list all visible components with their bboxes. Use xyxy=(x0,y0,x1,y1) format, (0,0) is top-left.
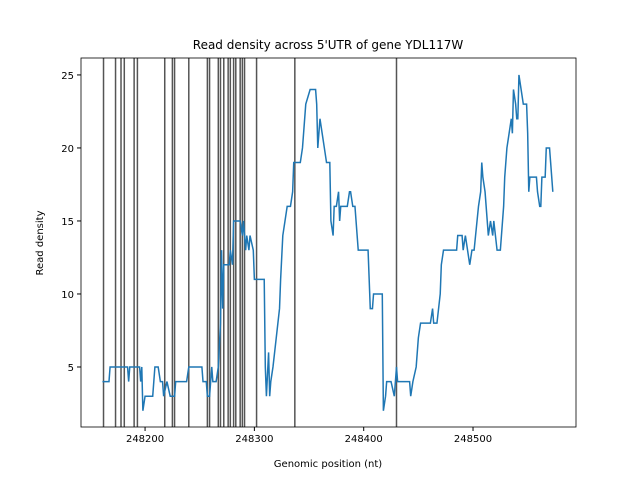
x-tick-label: 248300 xyxy=(235,434,273,445)
x-tick-label: 248500 xyxy=(454,434,492,445)
chart-title: Read density across 5'UTR of gene YDL117… xyxy=(193,38,464,52)
y-axis-label: Read density xyxy=(35,210,46,275)
x-tick-label: 248200 xyxy=(126,434,164,445)
x-tick-label: 248400 xyxy=(345,434,383,445)
y-tick-label: 5 xyxy=(68,363,74,374)
y-tick-label: 15 xyxy=(61,217,74,228)
x-axis-label: Genomic position (nt) xyxy=(274,459,383,470)
y-tick-label: 10 xyxy=(61,290,74,301)
plot-frame xyxy=(80,57,577,428)
data-line xyxy=(102,74,554,411)
y-tick-label: 20 xyxy=(61,144,74,155)
y-tick-label: 25 xyxy=(61,71,74,82)
